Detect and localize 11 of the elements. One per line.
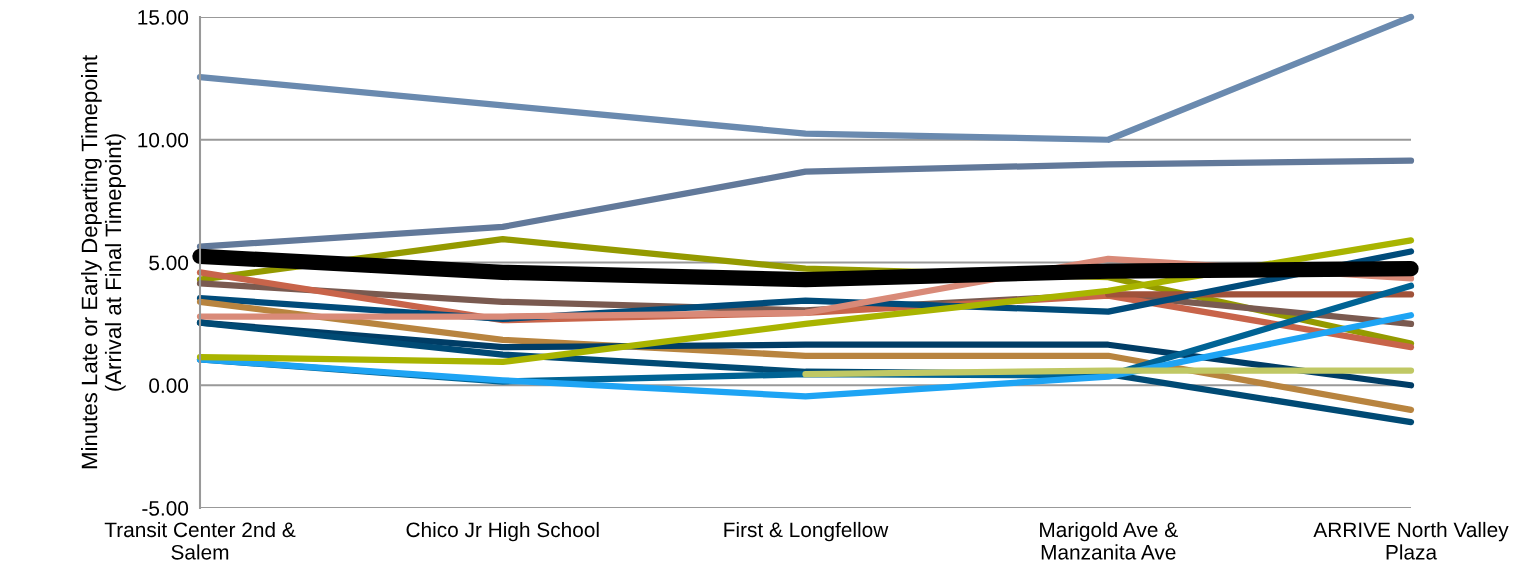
x-tick-label: Transit Center 2nd & Salem [104,521,296,560]
x-tick-label: Marigold Ave & Manzanita Ave [1040,521,1178,560]
y-tick-label: 0.00 [149,378,189,393]
x-tick-label: First & Longfellow [724,521,889,542]
x-tick-label: Chico Jr High School [406,521,599,542]
y-axis-title: Minutes Late or Early Departing Timepoint (Arrival at Final Timepoint) [81,55,126,469]
y-tick-label: -5.00 [142,501,189,516]
x-tick-label: ARRIVE North Valley Plaza [1313,521,1509,560]
y-tick-label: 15.00 [138,10,189,25]
y-tick-label: 5.00 [149,255,189,271]
y-tick-label: 10.00 [138,132,189,148]
